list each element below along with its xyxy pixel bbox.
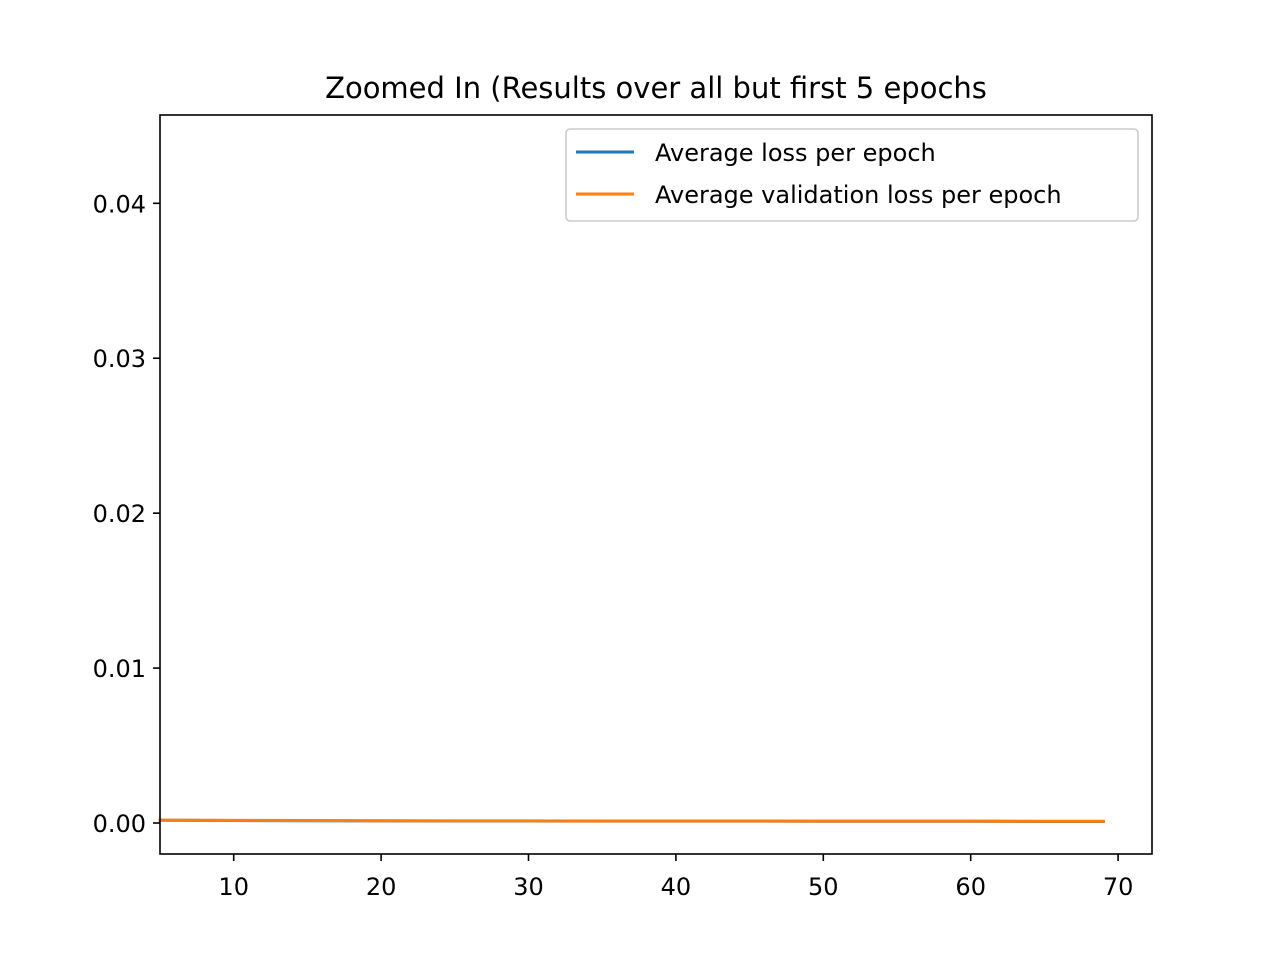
y-tick-label: 0.03	[93, 345, 146, 373]
y-tick-label: 0.00	[93, 810, 146, 838]
chart-title: Zoomed In (Results over all but first 5 …	[325, 71, 987, 105]
legend-label-validation-loss: Average validation loss per epoch	[655, 181, 1062, 209]
x-tick-label: 30	[513, 873, 544, 901]
x-tick-label: 20	[366, 873, 397, 901]
plot-area	[160, 115, 1152, 854]
x-tick-label: 60	[955, 873, 986, 901]
x-tick-label: 40	[661, 873, 692, 901]
plot-frame	[159, 114, 1153, 855]
y-axis: 0.00 0.01 0.02 0.03 0.04	[93, 190, 160, 838]
y-tick-label: 0.02	[93, 500, 146, 528]
x-axis: 10 20 30 40 50 60 70	[218, 854, 1133, 901]
legend-box	[565, 128, 1139, 222]
x-tick-label: 10	[218, 873, 249, 901]
series-layer	[158, 818, 1105, 823]
y-tick-label: 0.01	[93, 655, 146, 683]
x-tick-label: 50	[808, 873, 839, 901]
y-tick-label: 0.04	[93, 190, 146, 218]
legend-label-loss: Average loss per epoch	[655, 139, 936, 167]
x-tick-label: 70	[1103, 873, 1134, 901]
legend: Average loss per epoch Average validatio…	[565, 128, 1139, 222]
series-line-1	[158, 818, 1105, 823]
